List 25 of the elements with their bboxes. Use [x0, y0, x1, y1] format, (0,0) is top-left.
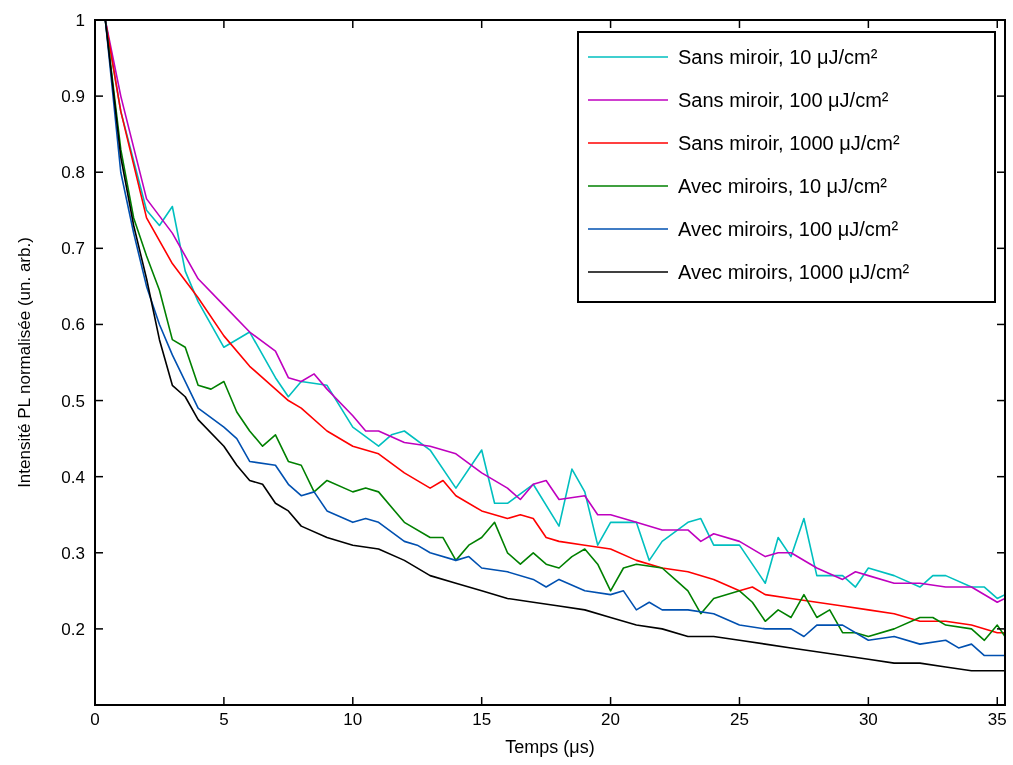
y-tick-label: 0.8 [61, 163, 85, 183]
legend-label: Avec miroirs, 1000 μJ/cm² [678, 261, 910, 283]
legend-label: Avec miroirs, 10 μJ/cm² [678, 175, 888, 197]
x-tick-label: 35 [987, 710, 1007, 729]
y-tick-label: 0.7 [61, 239, 85, 259]
y-tick-label: 0.4 [61, 467, 85, 487]
legend-label: Sans miroir, 1000 μJ/cm² [678, 132, 900, 154]
x-tick-label: 15 [472, 710, 492, 729]
x-tick-label: 25 [730, 710, 749, 729]
y-axis-title: Intensité PL normalisée (un. arb.) [15, 237, 34, 488]
x-tick-label: 20 [601, 710, 621, 729]
y-tick-label: 1 [75, 11, 85, 30]
y-tick-label: 0.5 [61, 391, 85, 411]
x-tick-label: 30 [858, 710, 878, 729]
legend-label: Sans miroir, 100 μJ/cm² [678, 89, 889, 111]
y-tick-label: 0.3 [61, 543, 85, 563]
x-tick-label: 10 [343, 710, 363, 729]
legend-label: Avec miroirs, 100 μJ/cm² [678, 218, 899, 240]
y-tick-label: 0.6 [61, 315, 85, 335]
x-tick-label: 5 [219, 710, 229, 729]
legend-label: Sans miroir, 10 μJ/cm² [678, 46, 878, 68]
y-tick-label: 0.9 [61, 87, 85, 107]
x-axis-title: Temps (μs) [505, 737, 595, 757]
y-tick-label: 0.2 [61, 619, 85, 639]
x-tick-label: 0 [90, 710, 100, 729]
